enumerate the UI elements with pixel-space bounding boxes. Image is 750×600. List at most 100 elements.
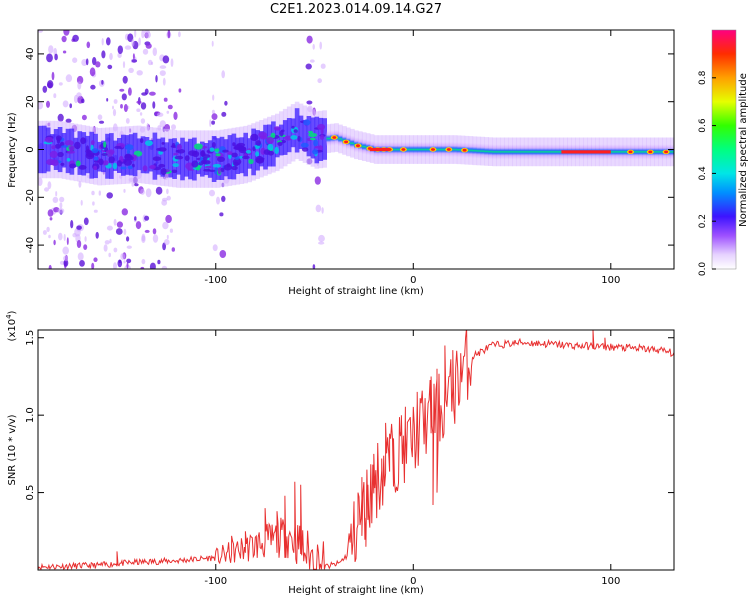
noise-speckle bbox=[53, 93, 57, 99]
noise-speckle bbox=[44, 187, 49, 192]
signal-blob bbox=[205, 165, 212, 169]
noise-speckle bbox=[59, 202, 63, 209]
noise-speckle bbox=[57, 208, 65, 214]
signal-blob bbox=[80, 137, 86, 145]
noise-speckle bbox=[76, 92, 82, 98]
noise-speckle bbox=[78, 180, 82, 188]
noise-speckle bbox=[63, 30, 70, 36]
signal-band bbox=[77, 131, 83, 175]
signal-band bbox=[480, 143, 485, 159]
signal-blob bbox=[252, 146, 256, 152]
hot-spot bbox=[446, 148, 451, 151]
noise-speckle bbox=[122, 75, 128, 84]
noise-speckle bbox=[122, 61, 126, 69]
noise-speckle bbox=[47, 181, 52, 190]
x-tick-label: -100 bbox=[204, 576, 227, 587]
signal-band bbox=[113, 140, 118, 171]
noise-speckle bbox=[145, 188, 152, 198]
noise-speckle bbox=[63, 233, 66, 242]
signal-blob bbox=[202, 157, 208, 161]
noise-speckle bbox=[117, 259, 123, 268]
x-tick-label: -100 bbox=[204, 275, 227, 286]
signal-band bbox=[405, 141, 410, 158]
signal-band bbox=[121, 134, 126, 176]
noise-speckle bbox=[48, 234, 51, 239]
signal-band bbox=[81, 132, 87, 176]
noise-speckle bbox=[61, 35, 67, 43]
noise-speckle bbox=[107, 64, 113, 70]
signal-band bbox=[421, 141, 426, 158]
signal-blob bbox=[202, 160, 211, 165]
noise-speckle bbox=[152, 47, 157, 56]
x-tick-label: 0 bbox=[410, 275, 416, 286]
figure-title: C2E1.2023.014.09.14.G27 bbox=[270, 2, 442, 17]
noise-speckle bbox=[126, 236, 130, 242]
noise-speckle bbox=[98, 190, 102, 196]
spectrogram-marks bbox=[38, 30, 674, 269]
signal-band bbox=[512, 144, 517, 160]
snr-frame bbox=[37, 329, 675, 571]
noise-speckle bbox=[159, 70, 166, 76]
noise-speckle bbox=[108, 252, 111, 258]
noise-speckle bbox=[209, 119, 212, 127]
signal-band bbox=[504, 144, 509, 160]
signal-blob bbox=[130, 156, 134, 161]
noise-speckle bbox=[141, 258, 146, 265]
signal-blob bbox=[98, 158, 104, 166]
noise-speckle bbox=[81, 114, 87, 121]
signal-blob bbox=[301, 147, 309, 152]
noise-speckle bbox=[159, 65, 167, 69]
signal-blob bbox=[250, 133, 259, 141]
noise-speckle bbox=[171, 247, 175, 252]
noise-speckle bbox=[65, 118, 72, 124]
signal-band bbox=[168, 138, 173, 178]
signal-band bbox=[523, 144, 529, 160]
signal-blob bbox=[60, 162, 65, 166]
signal-blob bbox=[112, 162, 118, 170]
signal-blob bbox=[273, 126, 281, 131]
signal-band bbox=[654, 144, 659, 160]
y-tick-label: 40 bbox=[25, 48, 36, 61]
noise-speckle bbox=[155, 186, 163, 195]
signal-band bbox=[271, 121, 276, 167]
signal-blob bbox=[319, 134, 325, 140]
signal-band bbox=[638, 144, 643, 160]
signal-blob bbox=[231, 165, 238, 171]
signal-blob bbox=[248, 158, 254, 165]
noise-speckle bbox=[135, 221, 142, 230]
signal-blob bbox=[291, 125, 295, 129]
noise-speckle bbox=[221, 70, 225, 79]
signal-band bbox=[472, 143, 478, 159]
signal-blob bbox=[234, 144, 244, 151]
signal-blob bbox=[139, 138, 144, 144]
signal-blob bbox=[217, 156, 225, 162]
noise-speckle bbox=[72, 57, 78, 63]
signal-band bbox=[101, 140, 106, 173]
signal-band bbox=[361, 139, 367, 155]
signal-band bbox=[188, 138, 193, 180]
noise-speckle bbox=[212, 244, 218, 252]
noise-speckle bbox=[113, 262, 117, 269]
signal-band bbox=[286, 118, 292, 153]
noise-speckle bbox=[211, 109, 215, 115]
signal-blob bbox=[158, 147, 167, 152]
noise-speckle bbox=[166, 195, 171, 201]
signal-blob bbox=[126, 149, 130, 154]
noise-speckle bbox=[144, 229, 150, 233]
x-tick-label: 100 bbox=[601, 576, 620, 587]
noise-speckle bbox=[152, 101, 156, 109]
signal-band bbox=[279, 124, 284, 156]
signal-band bbox=[152, 132, 158, 180]
signal-blob bbox=[255, 155, 264, 164]
noise-speckle bbox=[38, 177, 43, 186]
noise-speckle bbox=[224, 100, 228, 106]
y-tick-label: 20 bbox=[25, 95, 36, 108]
signal-blob bbox=[255, 140, 262, 146]
noise-speckle bbox=[315, 204, 322, 213]
signal-band bbox=[338, 131, 343, 147]
signal-blob bbox=[308, 132, 318, 138]
noise-speckle bbox=[38, 101, 44, 110]
signal-band bbox=[547, 144, 553, 160]
noise-speckle bbox=[134, 183, 139, 187]
noise-speckle bbox=[80, 199, 83, 206]
